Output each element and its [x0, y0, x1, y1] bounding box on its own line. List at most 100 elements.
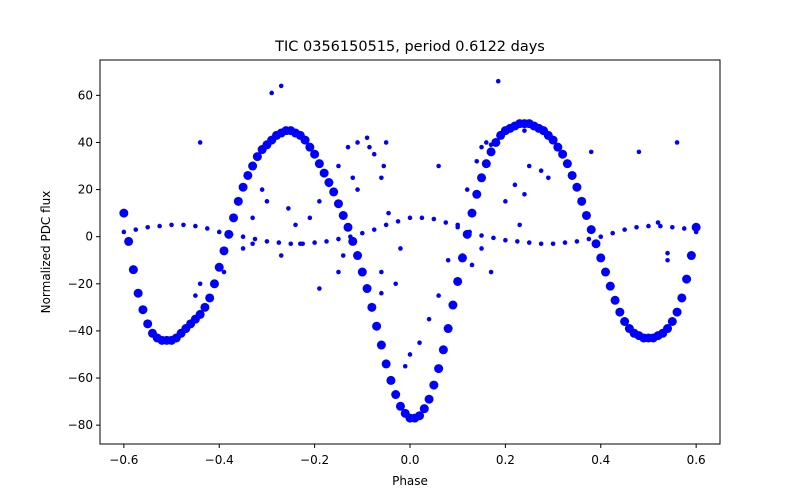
data-point: [445, 257, 451, 263]
data-point: [419, 215, 425, 221]
data-point: [386, 210, 391, 216]
data-point: [372, 321, 382, 331]
data-point: [269, 90, 274, 96]
data-point: [229, 213, 239, 223]
data-point: [317, 199, 322, 204]
data-point: [197, 281, 203, 287]
data-point: [395, 219, 401, 224]
data-point: [526, 240, 532, 245]
data-point: [586, 225, 596, 235]
data-point: [310, 149, 320, 159]
data-point: [460, 253, 465, 258]
data-point: [133, 227, 139, 232]
data-point: [138, 305, 148, 315]
data-point: [209, 279, 219, 289]
data-point: [407, 215, 413, 221]
y-axis-label: Normalized PDC flux: [39, 191, 53, 314]
data-point: [348, 234, 353, 239]
data-point: [591, 239, 601, 249]
data-point: [333, 199, 343, 209]
data-point: [484, 140, 489, 145]
data-point: [343, 222, 353, 232]
data-point: [300, 135, 310, 145]
data-point: [672, 307, 682, 317]
data-point: [581, 210, 591, 220]
data-point: [119, 208, 129, 218]
data-point: [340, 253, 346, 258]
data-point: [448, 300, 458, 310]
data-point: [512, 182, 518, 188]
data-point: [522, 128, 527, 133]
data-point: [567, 170, 577, 180]
data-point: [329, 187, 339, 197]
x-tick-label: 0.0: [400, 453, 419, 467]
data-point: [553, 142, 563, 152]
data-point: [479, 144, 484, 150]
data-point: [681, 226, 687, 231]
data-point: [538, 168, 544, 174]
data-point: [424, 394, 434, 404]
data-point: [620, 317, 630, 326]
data-point: [286, 206, 291, 211]
data-point: [443, 324, 453, 334]
data-point: [398, 246, 403, 251]
data-point: [319, 168, 329, 178]
data-point: [264, 199, 270, 204]
data-point: [345, 144, 351, 150]
data-point: [214, 262, 224, 272]
data-point: [434, 364, 444, 374]
data-point: [288, 241, 294, 247]
data-point: [615, 307, 625, 317]
y-tick-label: 20: [78, 183, 93, 197]
data-point: [610, 295, 620, 305]
data-point: [248, 161, 258, 171]
data-point: [324, 239, 329, 244]
data-point: [307, 215, 313, 221]
data-points: [119, 78, 701, 423]
data-point: [124, 236, 134, 246]
data-point: [479, 246, 484, 251]
y-tick-label: −80: [68, 418, 93, 432]
data-point: [402, 363, 408, 369]
data-point: [417, 340, 422, 346]
data-point: [379, 175, 384, 181]
data-point: [348, 236, 358, 246]
y-tick-label: 0: [85, 230, 93, 244]
x-tick-label: −0.6: [109, 453, 138, 467]
data-point: [431, 216, 437, 222]
data-point: [517, 222, 522, 228]
data-point: [438, 345, 448, 355]
data-point: [646, 223, 651, 229]
y-tick-label: 40: [78, 135, 93, 149]
data-point: [467, 208, 477, 218]
data-point: [634, 224, 639, 230]
data-point: [574, 239, 580, 244]
data-point: [293, 222, 298, 228]
series-1: [121, 215, 699, 247]
data-point: [526, 163, 532, 169]
data-point: [362, 284, 372, 294]
data-point: [477, 173, 487, 183]
data-point: [665, 250, 670, 256]
y-axis-ticks: −80 −60 −40 −20 0 20 40 60: [68, 88, 100, 432]
data-point: [610, 230, 615, 236]
data-point: [443, 220, 449, 225]
data-point: [386, 375, 396, 385]
data-point: [522, 191, 527, 197]
data-point: [558, 149, 568, 159]
series-0: [119, 119, 701, 423]
data-point: [383, 222, 389, 228]
data-point: [464, 187, 470, 192]
series-2: [193, 78, 680, 369]
data-point: [264, 239, 270, 244]
data-point: [219, 246, 229, 256]
data-point: [491, 235, 496, 241]
data-point: [371, 151, 377, 157]
data-point: [193, 293, 198, 298]
data-point: [562, 159, 572, 169]
data-point: [691, 222, 701, 232]
data-point: [169, 222, 174, 228]
data-point: [195, 309, 205, 319]
data-point: [515, 239, 520, 244]
